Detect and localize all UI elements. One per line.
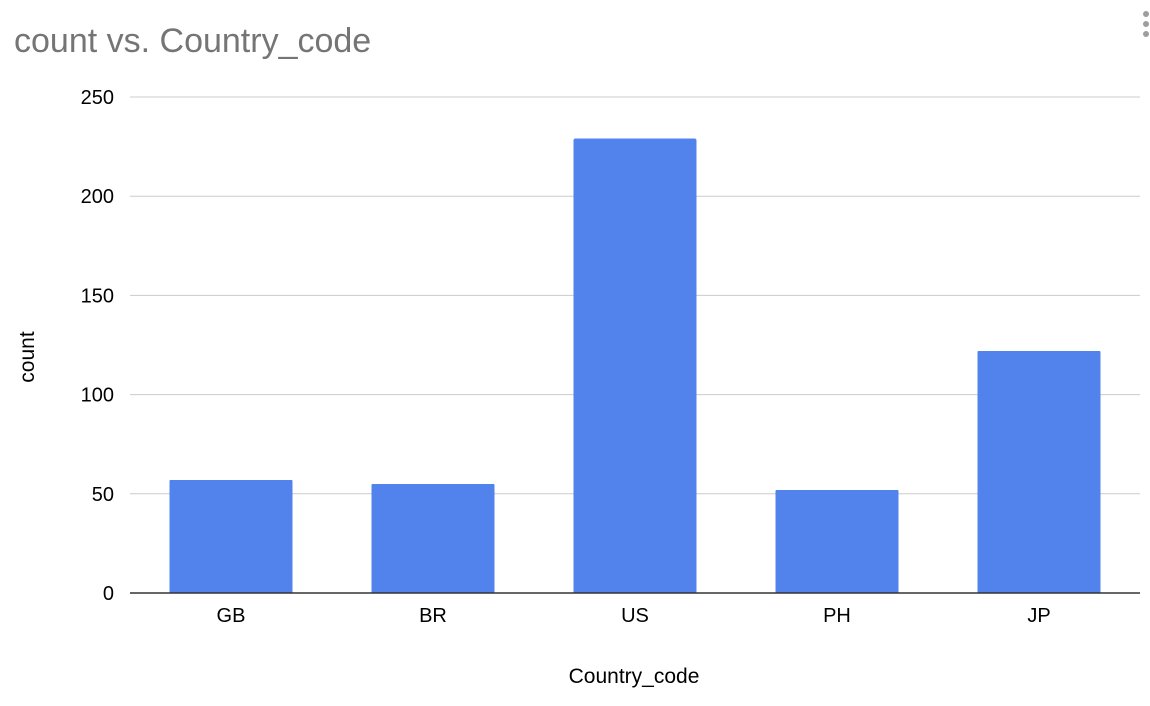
y-tick-label: 200 — [81, 186, 114, 208]
bar-br[interactable] — [371, 483, 495, 593]
x-tick-label: BR — [419, 605, 447, 627]
chart-menu-button[interactable] — [1143, 11, 1149, 37]
y-tick-label: 250 — [81, 87, 114, 109]
y-tick-label: 0 — [103, 583, 114, 605]
x-tick-label: PH — [823, 605, 851, 627]
bar-jp[interactable] — [977, 350, 1101, 593]
x-axis-label: Country_code — [569, 665, 700, 688]
bars — [169, 138, 1101, 593]
y-tick-label: 50 — [92, 484, 114, 506]
bar-ph[interactable] — [775, 489, 899, 593]
bar-gb[interactable] — [169, 479, 293, 593]
chart-title: count vs. Country_code — [14, 22, 371, 60]
y-tick-label: 150 — [81, 285, 114, 307]
y-axis-label: count — [16, 331, 39, 383]
x-tick-label: US — [621, 605, 649, 627]
y-axis-ticks: 0 50 100 150 200 250 — [81, 87, 114, 605]
x-tick-label: JP — [1027, 605, 1050, 627]
more-vert-icon — [1143, 11, 1149, 37]
bar-us[interactable] — [573, 138, 697, 593]
x-axis-ticks: GB BR US PH JP — [217, 605, 1051, 627]
y-tick-label: 100 — [81, 385, 114, 407]
x-tick-label: GB — [217, 605, 246, 627]
